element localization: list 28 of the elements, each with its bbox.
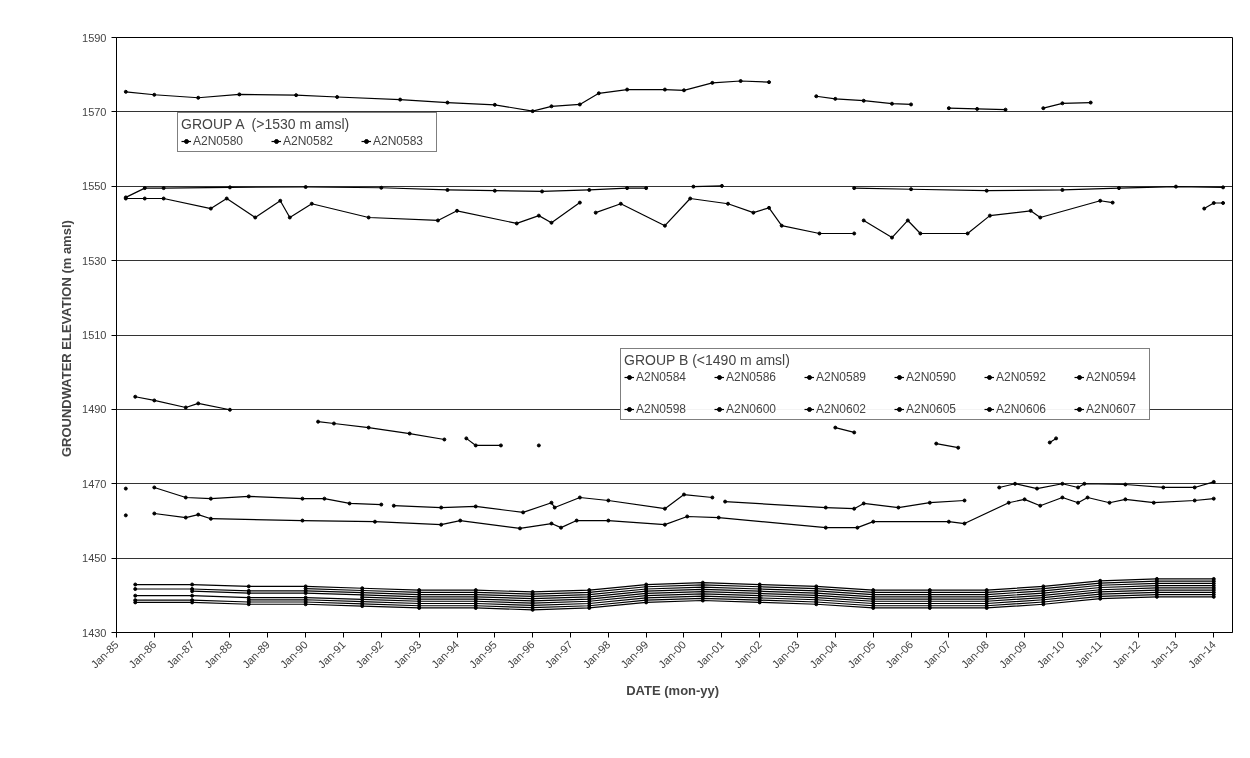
legend-label: A2N0606: [996, 402, 1048, 416]
y-tick-label: 1430: [82, 626, 107, 639]
legend-label: A2N0598: [636, 402, 688, 416]
y-tick-label: 1490: [82, 403, 107, 416]
legend-label: A2N0590: [906, 370, 958, 384]
legend-label: A2N0607: [1086, 402, 1138, 416]
y-tick-label: 1570: [82, 105, 107, 118]
y-tick-label: 1510: [82, 329, 107, 341]
text: GROUP B (<1490 m amsl): [624, 352, 790, 368]
y-axis-title: GROUNDWATER ELEVATION (m amsl): [59, 220, 75, 458]
legend-label: A2N0582: [283, 134, 335, 148]
legend-label: A2N0605: [906, 402, 958, 416]
legend-label: A2N0583: [373, 134, 425, 148]
legend-label: A2N0586: [726, 370, 778, 384]
legend-label: A2N0594: [1086, 370, 1138, 384]
y-tick-label: 1530: [82, 254, 107, 267]
legend-label: A2N0580: [193, 134, 245, 148]
x-axis-title: DATE (mon-yy): [626, 682, 720, 698]
legend-label: A2N0600: [726, 402, 778, 416]
y-tick-label: 1590: [82, 31, 107, 44]
legend-label: A2N0584: [636, 370, 688, 384]
legend-label: A2N0592: [996, 370, 1048, 384]
y-tick-label: 1470: [82, 477, 107, 490]
y-tick-label: 1550: [82, 180, 107, 193]
text: GROUP A (>1530 m amsl): [181, 116, 350, 132]
y-tick-label: 1450: [82, 552, 107, 565]
legend-label: A2N0602: [816, 402, 868, 416]
legend-label: A2N0589: [816, 370, 868, 384]
